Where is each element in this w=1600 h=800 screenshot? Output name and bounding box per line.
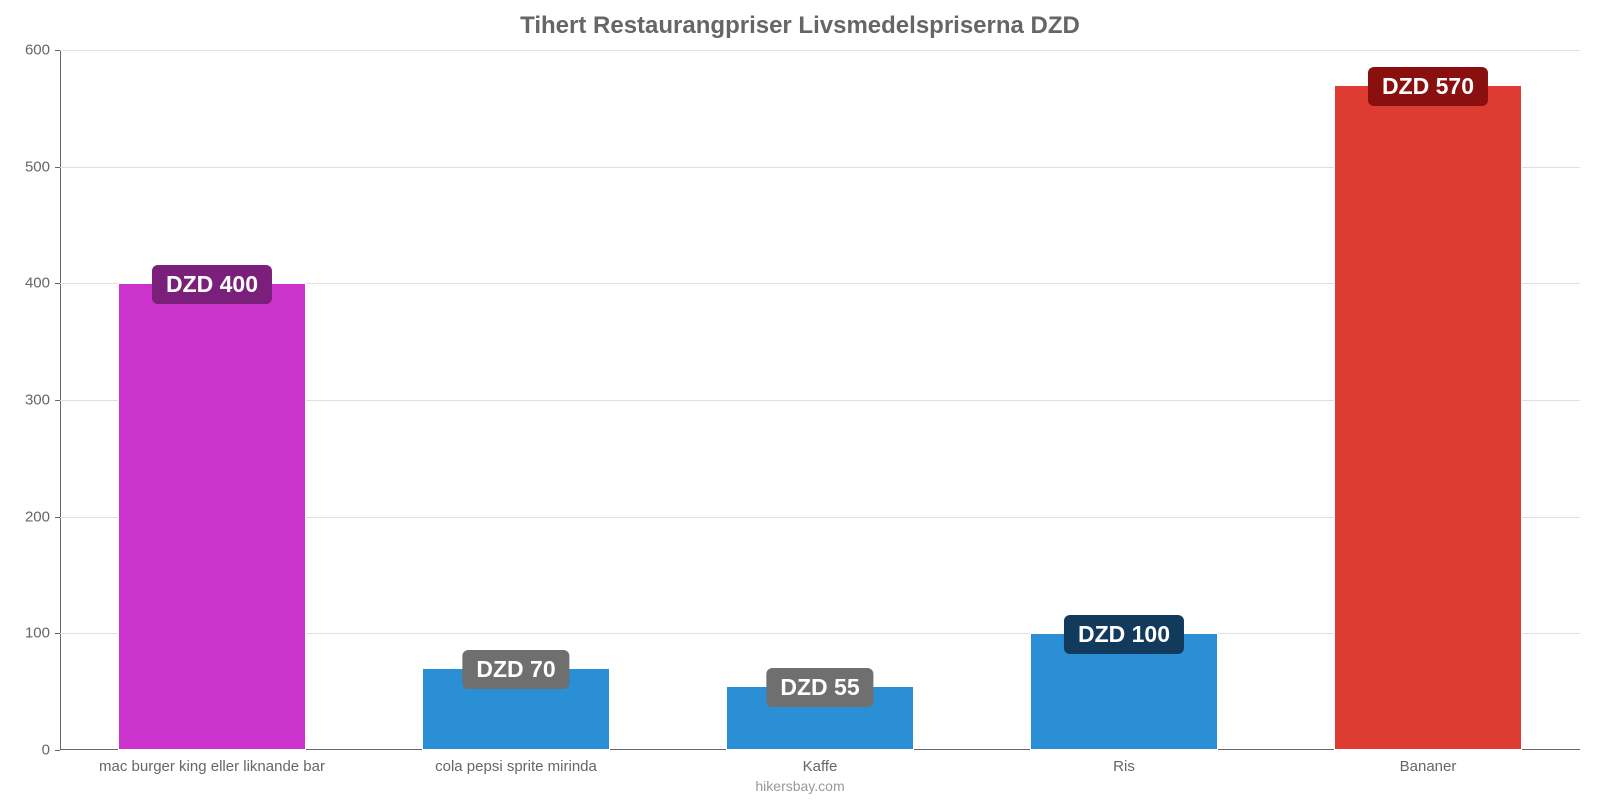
ytick-label: 600 xyxy=(25,42,60,59)
bar-slot: DZD 570Bananer xyxy=(1276,50,1580,750)
bar-slot: DZD 100Ris xyxy=(972,50,1276,750)
chart-title: Tihert Restaurangpriser Livsmedelspriser… xyxy=(0,0,1600,40)
x-tick-label: Ris xyxy=(1113,750,1135,775)
ytick-label: 0 xyxy=(42,742,60,759)
bar-value-label: DZD 70 xyxy=(462,650,569,689)
bar-slot: DZD 55Kaffe xyxy=(668,50,972,750)
x-tick-label: mac burger king eller liknande bar xyxy=(99,750,325,775)
bar-slot: DZD 70cola pepsi sprite mirinda xyxy=(364,50,668,750)
x-tick-label: cola pepsi sprite mirinda xyxy=(435,750,597,775)
bar-slot: DZD 400mac burger king eller liknande ba… xyxy=(60,50,364,750)
bar-value-label: DZD 55 xyxy=(766,668,873,707)
ytick-label: 300 xyxy=(25,392,60,409)
ytick-label: 500 xyxy=(25,158,60,175)
ytick-label: 400 xyxy=(25,275,60,292)
bars-group: DZD 400mac burger king eller liknande ba… xyxy=(60,50,1580,750)
x-tick-label: Bananer xyxy=(1400,750,1457,775)
bar-value-label: DZD 570 xyxy=(1368,67,1488,106)
bar xyxy=(118,283,306,750)
bar xyxy=(1334,85,1522,750)
ytick-label: 200 xyxy=(25,508,60,525)
ytick-label: 100 xyxy=(25,625,60,642)
plot-area: 0100200300400500600 DZD 400mac burger ki… xyxy=(60,50,1580,750)
bar-value-label: DZD 400 xyxy=(152,265,272,304)
chart-container: Tihert Restaurangpriser Livsmedelspriser… xyxy=(0,0,1600,800)
x-tick-label: Kaffe xyxy=(803,750,838,775)
bar-value-label: DZD 100 xyxy=(1064,615,1184,654)
credit-text: hikersbay.com xyxy=(0,778,1600,794)
